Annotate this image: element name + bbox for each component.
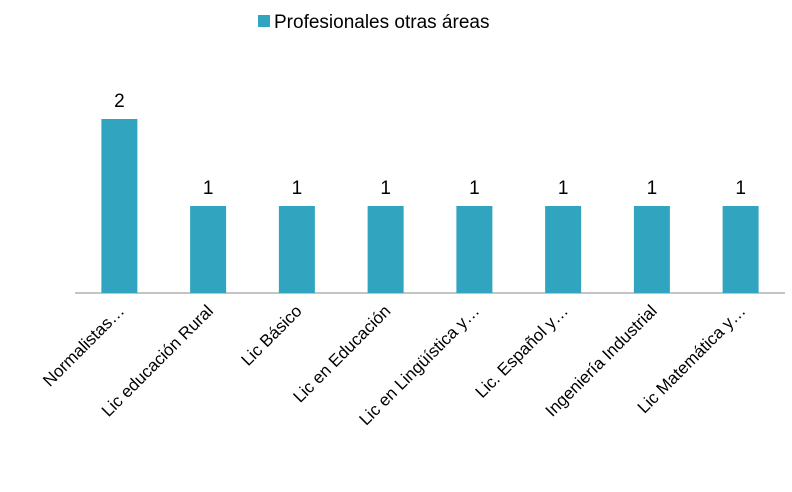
bar [190,206,227,293]
bar [545,206,582,293]
bar [633,206,670,293]
legend: Profesionales otras áreas [258,12,489,33]
data-label: 1 [558,178,569,199]
data-label: 1 [380,178,391,199]
bar [456,206,493,293]
data-label: 1 [469,178,480,199]
data-label: 1 [647,178,658,199]
bar [278,206,315,293]
legend-label: Profesionales otras áreas [274,12,489,33]
bar [367,206,404,293]
x-tick-label: Normalistas… [39,301,128,390]
bar [101,119,138,293]
data-label: 1 [292,178,303,199]
x-tick-label: Lic Básico [237,301,305,369]
data-label: 1 [735,178,746,199]
data-label: 1 [203,178,214,199]
bar [722,206,759,293]
data-label: 2 [114,91,125,112]
x-tick-label: Lic. Español y… [472,301,572,401]
x-tick-label: Lic en Educación [289,301,394,406]
legend-swatch [258,15,270,27]
